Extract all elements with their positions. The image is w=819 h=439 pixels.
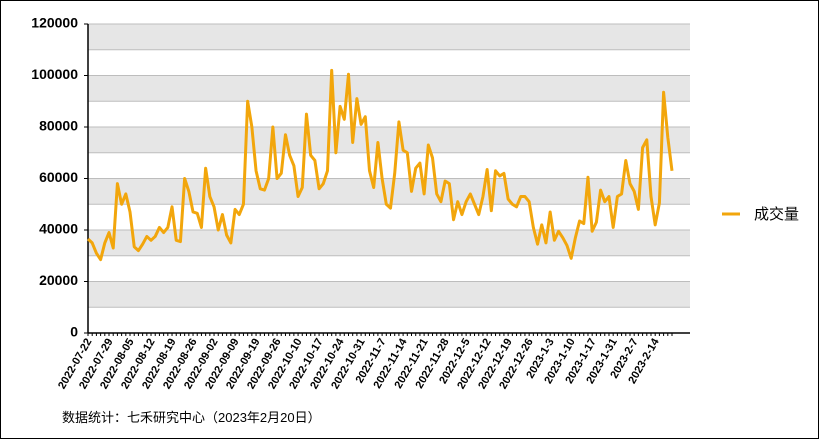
y-tick-label: 120000 <box>31 15 78 31</box>
line <box>86 68 674 262</box>
grid-band <box>88 75 690 102</box>
grid-band <box>88 24 690 50</box>
legend-label: 成交量 <box>754 205 799 223</box>
grid-band <box>88 127 690 153</box>
grid-band <box>88 230 690 256</box>
y-tick-label: 80000 <box>39 118 78 134</box>
y-tick-label: 100000 <box>31 66 78 82</box>
grid-band <box>88 281 690 308</box>
y-tick-label: 20000 <box>39 272 78 288</box>
y-tick-label: 0 <box>70 324 78 340</box>
footnote: 数据统计：七禾研究中心（2023年2月20日） <box>62 410 321 425</box>
y-tick-label: 60000 <box>39 169 78 185</box>
y-tick-label: 40000 <box>39 221 78 237</box>
